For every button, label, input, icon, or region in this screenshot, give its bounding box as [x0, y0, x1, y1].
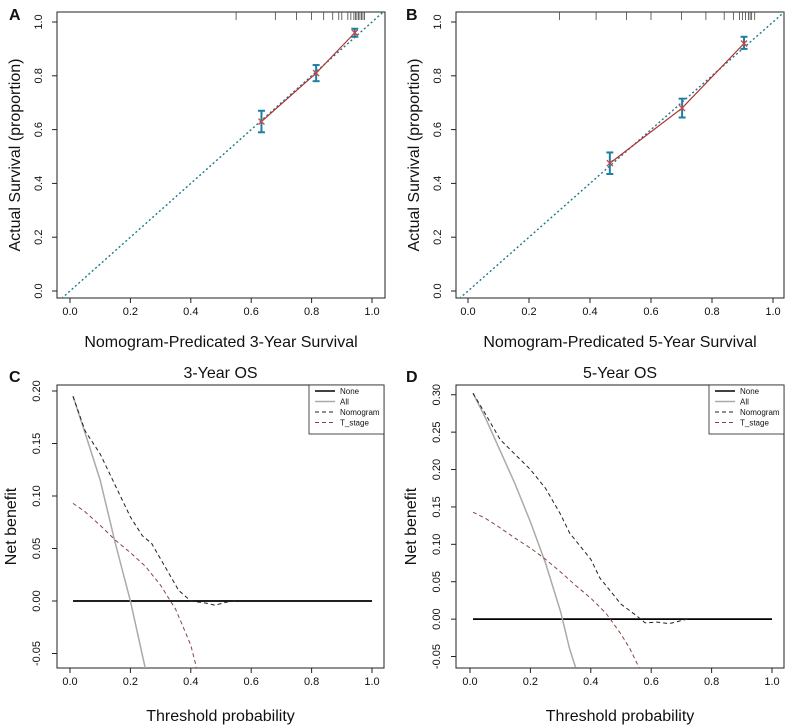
y-tick-label: 0.15 [31, 433, 43, 454]
x-tick-label: 0.8 [704, 676, 719, 688]
calibration-point [258, 118, 265, 125]
y-tick-label: 0.2 [432, 230, 444, 245]
calibration-point [312, 69, 320, 77]
x-tick-label: 1.0 [765, 306, 780, 318]
x-tick-label: 0.0 [62, 676, 77, 688]
y-tick-label: 0.8 [432, 68, 444, 83]
calibration-point [740, 40, 748, 47]
legend-label-t-stage: T_stage [340, 419, 369, 428]
y-tick-label: -0.05 [31, 641, 43, 666]
series-line-nomogram [472, 392, 688, 625]
x-tick-label: 0.8 [304, 676, 319, 688]
calibration-point [351, 29, 359, 37]
x-tick-label: 0.0 [62, 306, 77, 318]
legend-label-none: None [340, 387, 360, 396]
panel-letter-c: C [9, 369, 21, 386]
x-tick-label: 1.0 [764, 676, 779, 688]
plot-frame-c [56, 384, 385, 669]
y-tick-label: 0.10 [31, 485, 43, 506]
y-tick-label: 0.20 [31, 380, 43, 401]
y-tick-label: 0.25 [431, 421, 443, 442]
series-line-all [72, 396, 146, 668]
chart-title: 3-Year OS [183, 365, 257, 382]
y-tick-label: 0.8 [33, 68, 45, 83]
x-tick-label: 1.0 [364, 306, 379, 318]
y-tick-label: 0.4 [432, 176, 444, 191]
x-tick-label: 0.4 [183, 676, 198, 688]
x-tick-label: 0.0 [460, 306, 475, 318]
x-tick-label: 0.2 [123, 676, 138, 688]
calibration-point [678, 104, 686, 112]
y-axis-label: Net benefit [403, 487, 420, 565]
y-tick-label: 0.0 [33, 283, 45, 298]
panel-letter-d: D [406, 369, 418, 386]
legend-label-nomogram: Nomogram [740, 408, 780, 417]
x-tick-label: 0.0 [462, 676, 477, 688]
x-tick-label: 0.8 [704, 306, 719, 318]
x-axis-label: Nomogram-Predicated 5-Year Survival [483, 334, 756, 351]
legend-box [708, 384, 785, 435]
chart-title: 5-Year OS [583, 365, 657, 382]
plot-frame-d [455, 384, 785, 669]
legend-label-nomogram: Nomogram [340, 408, 380, 417]
x-tick-label: 0.4 [183, 306, 198, 318]
x-axis-label: Threshold probability [146, 708, 295, 725]
y-tick-label: 0.6 [33, 122, 45, 137]
y-tick-label: 0.05 [431, 571, 443, 592]
x-tick-label: 0.6 [244, 306, 259, 318]
y-tick-label: 0.05 [31, 538, 43, 559]
y-tick-label: 0.4 [33, 176, 45, 191]
y-tick-label: 0.00 [431, 608, 443, 629]
y-tick-label: 0.6 [432, 122, 444, 137]
plot-frame-a [56, 11, 386, 299]
panel-letter-b: B [406, 7, 418, 24]
x-tick-label: 0.4 [583, 676, 598, 688]
legend-label-all: All [340, 398, 349, 407]
y-axis-label: Net benefit [3, 487, 20, 565]
plot-area-d [472, 392, 772, 668]
y-tick-label: 0.30 [431, 384, 443, 405]
calibration-curve [609, 43, 745, 164]
legend-label-all: All [740, 398, 749, 407]
calibration-point [606, 159, 614, 167]
series-line-all [472, 392, 577, 668]
series-line-nomogram [72, 396, 237, 606]
x-tick-label: 0.2 [123, 306, 138, 318]
legend-label-t-stage: T_stage [740, 419, 769, 428]
y-tick-label: 0.15 [431, 496, 443, 517]
x-tick-label: 0.4 [582, 306, 597, 318]
y-tick-label: 0.2 [33, 230, 45, 245]
series-line-t-stage [72, 502, 198, 668]
y-tick-label: 1.0 [33, 14, 45, 29]
x-tick-label: 0.6 [643, 306, 658, 318]
plot-area-a [61, 12, 385, 298]
x-axis-label: Threshold probability [546, 708, 695, 725]
panel-letter-a: A [9, 7, 21, 24]
x-tick-label: 1.0 [364, 676, 379, 688]
ideal-reference-line [61, 12, 385, 298]
y-tick-label: 1.0 [432, 14, 444, 29]
y-tick-label: 0.00 [31, 590, 43, 611]
y-tick-label: 0.10 [431, 534, 443, 555]
y-tick-label: -0.05 [431, 644, 443, 669]
y-tick-label: 0.0 [432, 283, 444, 298]
x-tick-label: 0.6 [644, 676, 659, 688]
ideal-reference-line [459, 12, 784, 298]
plot-area-b [459, 12, 784, 298]
calibration-curve [261, 32, 356, 122]
y-axis-label: Actual Survival (proportion) [406, 59, 423, 252]
x-axis-label: Nomogram-Predicated 3-Year Survival [84, 334, 357, 351]
y-tick-label: 0.20 [431, 459, 443, 480]
series-line-t-stage [472, 511, 640, 668]
legend-label-none: None [740, 387, 760, 396]
x-tick-label: 0.6 [244, 676, 259, 688]
x-tick-label: 0.2 [523, 676, 538, 688]
plot-area-c [72, 396, 372, 668]
x-tick-label: 0.8 [304, 306, 319, 318]
plot-frame-b [455, 11, 785, 299]
x-tick-label: 0.2 [521, 306, 536, 318]
y-axis-label: Actual Survival (proportion) [7, 59, 24, 252]
legend-box [308, 384, 385, 435]
